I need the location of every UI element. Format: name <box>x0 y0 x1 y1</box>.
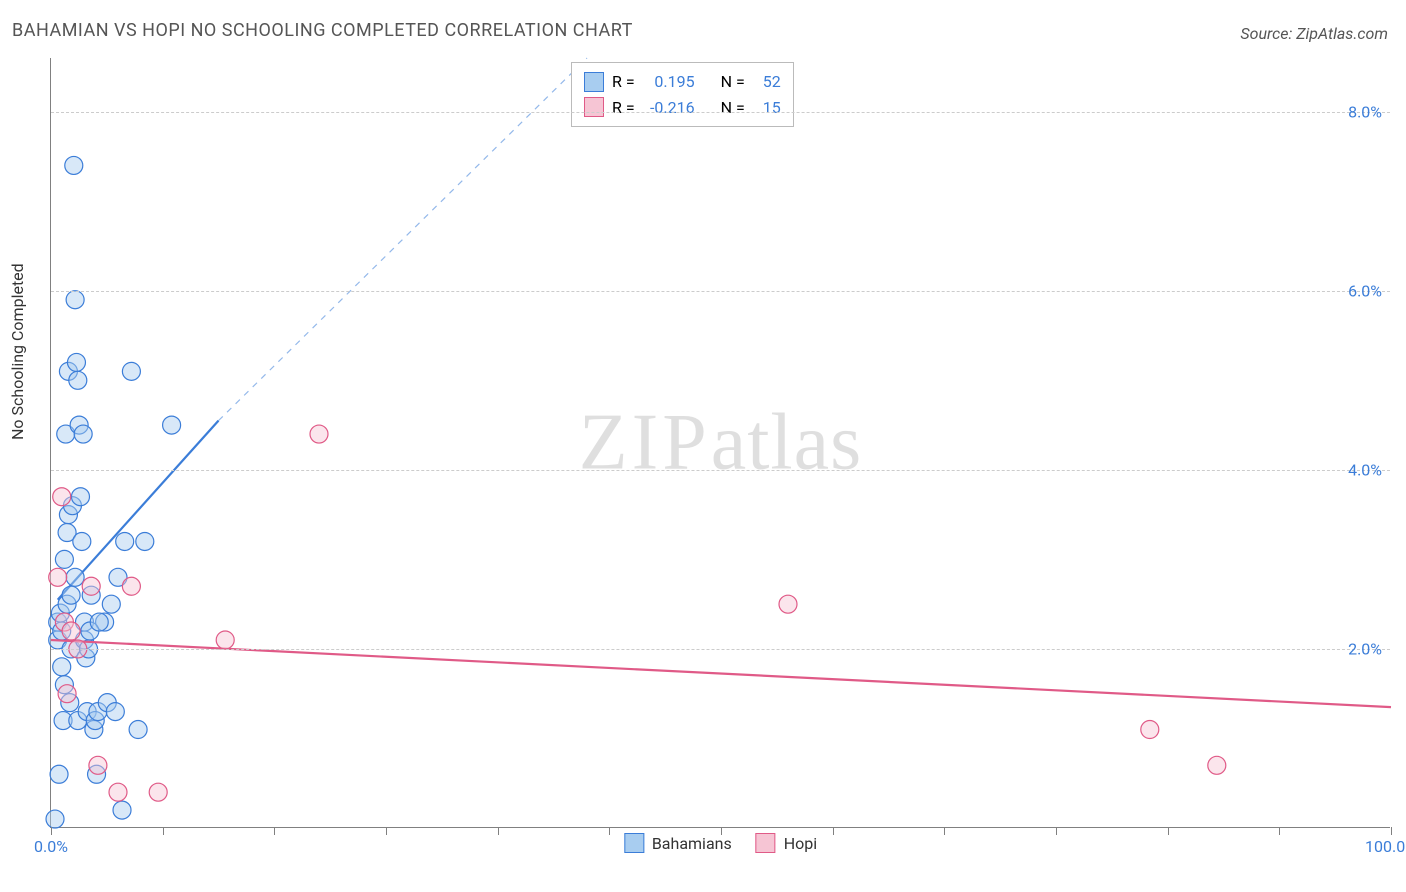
data-point <box>779 595 797 613</box>
swatch-hopi <box>584 97 604 117</box>
data-point <box>129 721 147 739</box>
bottom-legend: Bahamians Hopi <box>624 833 817 853</box>
data-point <box>53 488 71 506</box>
plot-area: ZIPatlas R = 0.195 N = 52 R = -0.216 N =… <box>50 58 1390 828</box>
y-tick-label: 6.0% <box>1348 281 1382 300</box>
n-label: N = <box>721 95 745 121</box>
x-tick <box>1168 827 1169 835</box>
data-point <box>102 595 120 613</box>
gridline <box>51 470 1390 471</box>
data-point <box>163 416 181 434</box>
gridline <box>51 291 1390 292</box>
legend-label: Hopi <box>784 834 817 853</box>
r-label: R = <box>612 69 635 95</box>
data-point <box>82 577 100 595</box>
swatch-hopi <box>756 833 776 853</box>
x-tick <box>1056 827 1057 835</box>
y-tick-label: 8.0% <box>1348 102 1382 121</box>
y-tick-label: 2.0% <box>1348 639 1382 658</box>
n-value-bahamians: 52 <box>753 69 781 95</box>
x-tick <box>274 827 275 835</box>
data-point <box>90 613 108 631</box>
data-point <box>49 568 67 586</box>
data-point <box>71 488 89 506</box>
r-value-hopi: -0.216 <box>643 95 695 121</box>
data-point <box>74 425 92 443</box>
data-point <box>122 362 140 380</box>
y-axis-label: No Schooling Completed <box>8 263 27 440</box>
legend-item-bahamians: Bahamians <box>624 833 732 853</box>
data-point <box>1141 721 1159 739</box>
legend-item-hopi: Hopi <box>756 833 817 853</box>
data-point <box>69 371 87 389</box>
x-tick <box>721 827 722 835</box>
data-point <box>62 586 80 604</box>
n-value-hopi: 15 <box>753 95 781 121</box>
scatter-svg <box>51 58 1390 827</box>
source-attribution: Source: ZipAtlas.com <box>1240 24 1388 43</box>
r-value-bahamians: 0.195 <box>643 69 695 95</box>
data-point <box>89 756 107 774</box>
data-point <box>122 577 140 595</box>
n-label: N = <box>721 69 745 95</box>
legend-label: Bahamians <box>652 834 732 853</box>
x-tick <box>1391 827 1392 835</box>
data-point <box>1208 756 1226 774</box>
gridline <box>51 112 1390 113</box>
x-tick <box>163 827 164 835</box>
data-point <box>53 658 71 676</box>
x-tick <box>498 827 499 835</box>
x-tick-label: 100.0% <box>1365 837 1406 856</box>
x-tick <box>51 827 52 835</box>
data-point <box>113 801 131 819</box>
swatch-bahamians <box>584 72 604 92</box>
x-tick <box>944 827 945 835</box>
x-tick <box>609 827 610 835</box>
stats-legend-row-bahamians: R = 0.195 N = 52 <box>584 69 781 95</box>
swatch-bahamians <box>624 833 644 853</box>
chart-title: BAHAMIAN VS HOPI NO SCHOOLING COMPLETED … <box>12 20 633 41</box>
trendline <box>51 640 1391 707</box>
data-point <box>310 425 328 443</box>
x-tick <box>1279 827 1280 835</box>
y-tick-label: 4.0% <box>1348 460 1382 479</box>
gridline <box>51 649 1390 650</box>
data-point <box>55 550 73 568</box>
data-point <box>58 685 76 703</box>
r-label: R = <box>612 95 635 121</box>
data-point <box>73 532 91 550</box>
x-tick-label: 0.0% <box>34 837 68 856</box>
data-point <box>67 353 85 371</box>
data-point <box>136 532 154 550</box>
data-point <box>50 765 68 783</box>
data-point <box>106 703 124 721</box>
data-point <box>109 783 127 801</box>
data-point <box>116 532 134 550</box>
data-point <box>66 291 84 309</box>
stats-legend-row-hopi: R = -0.216 N = 15 <box>584 95 781 121</box>
stats-legend: R = 0.195 N = 52 R = -0.216 N = 15 <box>571 62 794 127</box>
data-point <box>65 156 83 174</box>
data-point <box>66 568 84 586</box>
data-point <box>149 783 167 801</box>
data-point <box>46 810 64 828</box>
data-point <box>216 631 234 649</box>
data-point <box>62 622 80 640</box>
x-tick <box>833 827 834 835</box>
x-tick <box>386 827 387 835</box>
